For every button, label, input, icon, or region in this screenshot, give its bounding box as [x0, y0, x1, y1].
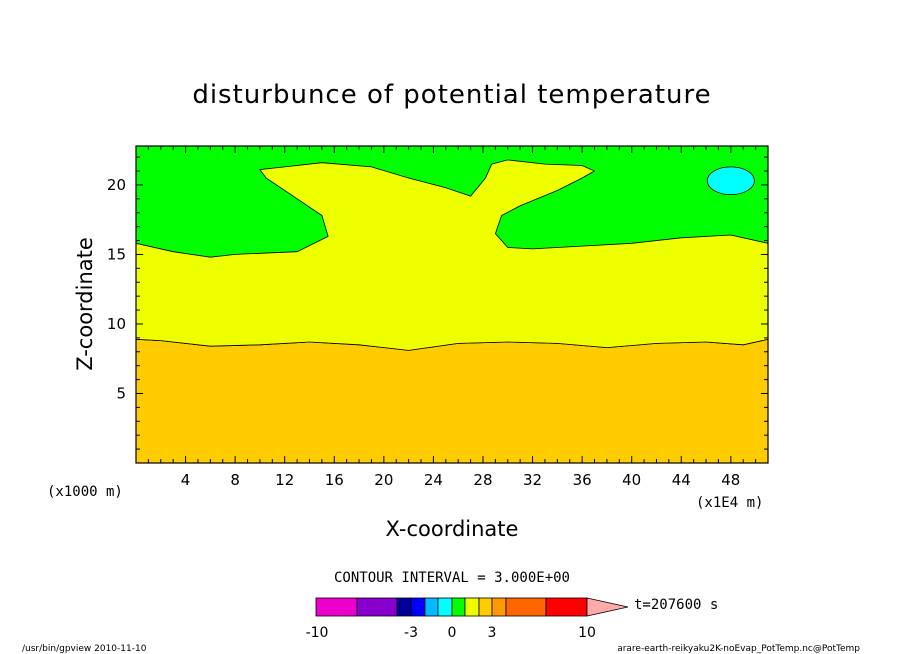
y-axis-ticks: 5 10 15 20 — [107, 156, 768, 450]
plot-area — [135, 145, 769, 464]
x-tick-label: 44 — [672, 471, 691, 489]
time-label: t=207600 s — [634, 597, 718, 613]
colorbar-swatch — [315, 597, 358, 617]
colorbar-swatch — [545, 597, 588, 617]
colorbar-label: -3 — [404, 625, 418, 641]
y-axis-label: Z-coordinate — [73, 237, 97, 371]
contour-interval: CONTOUR INTERVAL = 3.000E+00 — [334, 570, 570, 586]
x-tick-label: 16 — [325, 471, 344, 489]
y-tick-label: 5 — [116, 384, 126, 402]
x-tick-label: 36 — [573, 471, 592, 489]
colorbar-swatch — [464, 597, 480, 617]
colorbar-swatch — [356, 597, 398, 617]
x-tick-label: 12 — [275, 471, 294, 489]
chart-title: disturbunce of potential temperature — [192, 80, 711, 110]
y-tick-label: 20 — [107, 176, 126, 194]
x-axis-ticks: 4 8 12 16 20 24 28 32 36 40 44 48 — [147, 146, 757, 489]
region-cyan — [706, 166, 755, 196]
plot-frame — [135, 145, 769, 464]
region-orange — [135, 338, 769, 464]
colorbar-swatch — [478, 597, 493, 617]
x-tick-label: 8 — [230, 471, 240, 489]
colorbar-swatch — [491, 597, 507, 617]
x-axis-label: X-coordinate — [386, 517, 519, 541]
x-tick-label: 4 — [181, 471, 191, 489]
colorbar-swatch — [410, 597, 426, 617]
x-tick-label: 20 — [374, 471, 393, 489]
x-unit-right: (x1E4 m) — [696, 495, 763, 511]
colorbar-swatch — [437, 597, 453, 617]
x-tick-label: 28 — [473, 471, 492, 489]
x-tick-label: 24 — [424, 471, 443, 489]
x-unit-left: (x1000 m) — [47, 484, 123, 500]
colorbar-arrow — [586, 597, 629, 617]
colorbar-label: -10 — [306, 625, 329, 641]
y-tick-label: 10 — [107, 315, 126, 333]
colorbar-swatch — [424, 597, 439, 617]
region-yellow — [135, 159, 769, 351]
colorbar-label: 10 — [578, 625, 596, 641]
colorbar-swatch — [451, 597, 466, 617]
colorbar-swatch — [505, 597, 547, 617]
colorbar-label: 0 — [448, 625, 457, 641]
colorbar: -10 -3 0 3 10 — [306, 597, 629, 641]
x-tick-label: 40 — [622, 471, 641, 489]
colorbar-swatch — [396, 597, 412, 617]
footer-right: arare-earth-reikyaku2K-noEvap_PotTemp.nc… — [617, 644, 860, 654]
x-tick-label: 32 — [523, 471, 542, 489]
y-tick-label: 15 — [107, 245, 126, 263]
footer-left: /usr/bin/gpview 2010-11-10 — [22, 644, 147, 654]
colorbar-label: 3 — [488, 625, 497, 641]
x-tick-label: 48 — [721, 471, 740, 489]
